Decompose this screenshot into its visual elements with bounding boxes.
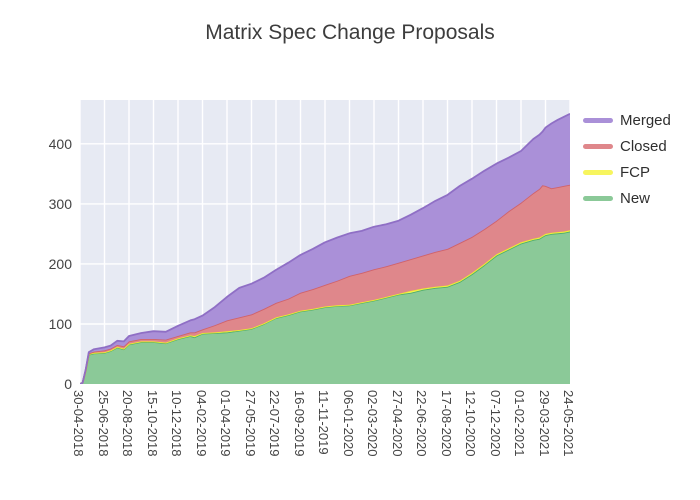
line-merged bbox=[80, 112, 570, 384]
y-tick-label: 300 bbox=[48, 195, 72, 212]
legend-item-fcp[interactable]: FCP bbox=[583, 159, 671, 185]
x-tick-label: 11-11-2019 bbox=[316, 390, 331, 455]
x-tick-label: 01-02-2021 bbox=[512, 390, 527, 457]
legend: Merged Closed FCP New bbox=[583, 107, 671, 211]
legend-swatch-merged-icon bbox=[583, 117, 613, 123]
x-tick-label: 01-04-2019 bbox=[218, 390, 233, 457]
x-tick-label: 25-06-2018 bbox=[95, 390, 111, 457]
x-tick-label: 02-03-2020 bbox=[365, 390, 380, 457]
legend-swatch-new-icon bbox=[583, 195, 613, 201]
legend-item-closed[interactable]: Closed bbox=[583, 133, 671, 159]
x-tick-label: 16-09-2019 bbox=[291, 390, 307, 457]
x-tick-label: 27-05-2019 bbox=[242, 390, 258, 457]
chart-title: Matrix Spec Change Proposals bbox=[205, 21, 495, 44]
y-tick-label: 400 bbox=[48, 135, 72, 152]
x-tick-label: 06-01-2020 bbox=[340, 390, 356, 457]
x-tick-label: 24-05-2021 bbox=[561, 390, 576, 457]
x-tick-label: 15-10-2018 bbox=[144, 390, 160, 457]
legend-label-new: New bbox=[620, 189, 651, 207]
y-tick-label: 100 bbox=[48, 315, 72, 332]
area-closed bbox=[80, 184, 570, 384]
x-tick-label: 07-12-2020 bbox=[487, 390, 503, 457]
legend-item-new[interactable]: New bbox=[583, 185, 671, 211]
legend-item-merged[interactable]: Merged bbox=[583, 107, 671, 133]
x-tick-label: 04-02-2019 bbox=[193, 390, 209, 457]
y-tick-label: 200 bbox=[48, 255, 72, 272]
legend-label-closed: Closed bbox=[620, 137, 667, 155]
x-tick-label: 10-12-2018 bbox=[169, 390, 184, 457]
x-tick-label: 29-03-2021 bbox=[536, 390, 552, 457]
legend-swatch-fcp-icon bbox=[583, 169, 613, 175]
x-tick-label: 22-07-2019 bbox=[267, 390, 282, 457]
x-tick-label: 30-04-2018 bbox=[71, 390, 86, 457]
area-stack bbox=[80, 112, 570, 384]
x-tick-label: 12-10-2020 bbox=[463, 390, 478, 457]
legend-label-merged: Merged bbox=[620, 111, 671, 129]
x-tick-label: 27-04-2020 bbox=[389, 390, 405, 457]
x-tick-label: 17-08-2020 bbox=[438, 390, 454, 457]
y-tick-label: 0 bbox=[64, 376, 72, 392]
legend-swatch-closed-icon bbox=[583, 143, 613, 149]
legend-label-fcp: FCP bbox=[620, 163, 650, 181]
x-tick-label: 20-08-2018 bbox=[120, 390, 135, 457]
x-tick-label: 22-06-2020 bbox=[414, 390, 429, 457]
